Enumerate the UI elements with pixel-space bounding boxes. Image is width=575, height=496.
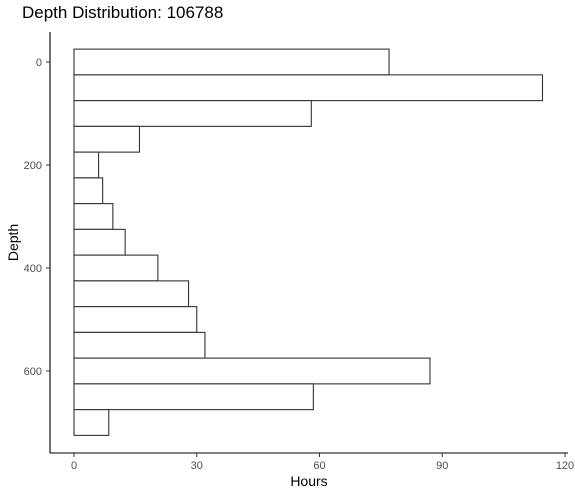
histogram-bar (73, 254, 159, 282)
axes-group (49, 32, 568, 454)
x-axis-title: Hours (290, 473, 327, 489)
histogram-bar (73, 100, 312, 127)
y-tick-label: 600 (24, 366, 42, 378)
histogram-bar (73, 331, 206, 359)
histogram-bar (73, 177, 104, 205)
y-ticks: 0 200 400 600 (24, 57, 50, 378)
bars-group (73, 48, 544, 436)
histogram-bar (73, 48, 390, 76)
x-tick-label: 120 (556, 460, 574, 472)
x-tick-label: 30 (191, 460, 203, 472)
histogram-bar (73, 125, 141, 153)
histogram-bar (73, 74, 544, 102)
x-tick-label: 0 (71, 460, 77, 472)
y-tick-label: 400 (24, 263, 42, 275)
histogram-bar (73, 357, 431, 385)
y-tick-label: 0 (36, 57, 42, 69)
histogram-bar (73, 151, 100, 179)
chart-title: Depth Distribution: 106788 (22, 3, 224, 22)
x-tick-label: 60 (313, 460, 325, 472)
histogram-bar (73, 306, 198, 333)
y-axis-title: Depth (5, 224, 21, 261)
histogram-bar (73, 203, 114, 230)
x-tick-label: 90 (436, 460, 448, 472)
x-ticks: 0 30 60 90 120 (71, 453, 574, 472)
histogram-bar (73, 409, 110, 436)
histogram-bar (73, 383, 314, 411)
histogram-bar (73, 280, 190, 308)
histogram-bar (73, 228, 126, 256)
y-tick-label: 200 (24, 160, 42, 172)
